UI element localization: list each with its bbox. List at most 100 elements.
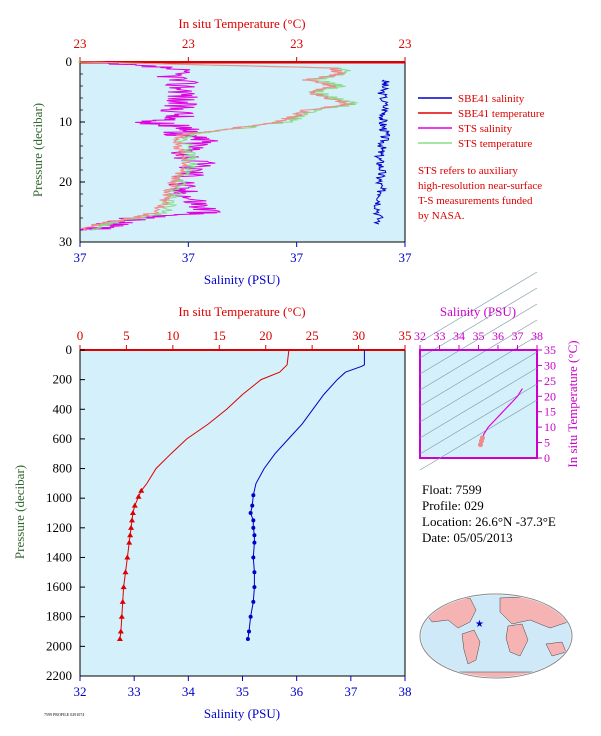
bottom-temp-axis-label: In situ Temperature (°C) <box>178 304 305 319</box>
salinity-marker <box>252 540 257 545</box>
bottom-pressure-tick-label: 2000 <box>46 638 72 653</box>
top-pressure-tick-label: 20 <box>59 174 72 189</box>
ts-plot-area <box>419 349 538 459</box>
ts-salinity-tick-label: 34 <box>453 329 465 343</box>
float-location-marker: ★ <box>475 619 484 630</box>
top-temp-axis-label: In situ Temperature (°C) <box>178 16 305 31</box>
top-plot-area <box>79 61 406 243</box>
ts-salinity-tick-label: 38 <box>531 329 543 343</box>
series-salinity <box>247 350 365 640</box>
top-temp-tick-label: 23 <box>182 36 195 51</box>
bottom-pressure-tick-label: 1000 <box>46 490 72 505</box>
bottom-temp-tick-label: 15 <box>213 328 226 343</box>
bottom-pressure-tick-label: 1200 <box>46 520 72 535</box>
density-contour <box>419 287 538 359</box>
note-line: STS refers to auxiliary <box>418 165 518 177</box>
bottom-temp-tick-label: 25 <box>306 328 319 343</box>
top-legend: SBE41 salinity SBE41 temperature STS salin… <box>418 93 545 150</box>
ts-salinity-tick-label: 35 <box>473 329 485 343</box>
temperature-marker <box>124 554 131 560</box>
top-temp-ticks: 23 23 23 23 <box>74 36 412 63</box>
bottom-temp-ticks: 0 5 10 15 20 25 30 35 <box>77 328 412 351</box>
series-sts-salinity <box>79 61 222 231</box>
density-contour <box>419 399 538 471</box>
temperature-marker <box>119 598 126 604</box>
series-sbe41-salinity <box>372 79 391 225</box>
bottom-pressure-tick-label: 1800 <box>46 609 72 624</box>
top-series <box>77 61 405 231</box>
density-contour <box>419 271 538 343</box>
ts-point <box>479 435 485 441</box>
top-pressure-ticks: 0 10 20 30 <box>59 54 85 249</box>
float-id: Float: 7599 <box>422 482 482 497</box>
bottom-temp-tick-label: 30 <box>352 328 365 343</box>
density-contour <box>419 367 538 439</box>
top-temp-tick-label: 23 <box>399 36 412 51</box>
ts-temp-tick-label: 15 <box>544 405 556 419</box>
bottom-pressure-tick-label: 0 <box>66 342 73 357</box>
ts-temp-tick-label: 0 <box>544 451 550 465</box>
temperature-marker <box>131 502 138 508</box>
footer-small-text: 7599 PROFILE 0291074 <box>44 712 84 717</box>
density-contour <box>419 335 538 407</box>
top-salinity-tick-label: 37 <box>290 250 304 265</box>
bottom-plot-area <box>79 349 406 677</box>
top-salinity-tick-label: 37 <box>182 250 196 265</box>
ts-temp-tick-label: 30 <box>544 358 556 372</box>
bottom-pressure-tick-label: 800 <box>53 461 73 476</box>
bottom-temp-tick-label: 0 <box>77 328 84 343</box>
ts-density-contours <box>419 271 538 471</box>
legend-label: SBE41 temperature <box>458 108 545 120</box>
profile-id: Profile: 029 <box>422 498 484 513</box>
temperature-marker <box>138 487 145 493</box>
legend-label: STS salinity <box>458 123 513 135</box>
temperature-marker <box>117 628 124 634</box>
series-sts-temperature-shade <box>82 61 354 231</box>
top-temp-tick-label: 23 <box>290 36 303 51</box>
note-line: by NASA. <box>418 210 465 222</box>
bottom-pressure-axis-label: Pressure (decibar) <box>12 465 27 559</box>
ts-temp-tick-label: 35 <box>544 343 556 357</box>
ts-temp-tick-label: 25 <box>544 374 556 388</box>
ts-temp-tick-label: 5 <box>544 436 550 450</box>
ts-temp-label: In situ Temperature (°C) <box>565 340 580 467</box>
density-contour <box>419 319 538 391</box>
bottom-salinity-tick-label: 38 <box>399 684 412 699</box>
bottom-salinity-tick-label: 34 <box>182 684 196 699</box>
bottom-salinity-axis-label: Salinity (PSU) <box>204 706 280 721</box>
world-map: ★ <box>419 593 573 679</box>
salinity-marker <box>247 629 251 634</box>
temperature-marker <box>129 517 135 523</box>
salinity-marker <box>252 570 257 575</box>
bottom-salinity-ticks: 32 33 34 35 36 37 38 <box>74 675 412 699</box>
bottom-pressure-tick-label: 600 <box>53 431 73 446</box>
salinity-marker <box>251 555 256 560</box>
bottom-temp-tick-label: 20 <box>259 328 272 343</box>
ts-series <box>477 388 523 448</box>
bottom-temp-tick-label: 10 <box>166 328 179 343</box>
density-contour <box>419 303 538 375</box>
bottom-pressure-ticks: 0 200 400 600 800 1000 1200 1400 1600 1800 2000 220… <box>46 342 85 683</box>
top-pressure-tick-label: 10 <box>59 114 72 129</box>
temperature-marker <box>122 569 129 575</box>
salinity-marker <box>245 636 250 641</box>
ts-salinity-tick-label: 33 <box>434 329 446 343</box>
top-pressure-tick-label: 30 <box>59 234 72 249</box>
top-salinity-axis-label: Salinity (PSU) <box>204 272 280 287</box>
temperature-marker <box>116 635 123 641</box>
bottom-salinity-tick-label: 36 <box>290 684 304 699</box>
temperature-marker <box>129 510 136 515</box>
ts-temp-tick-label: 10 <box>544 420 556 434</box>
bottom-pressure-tick-label: 1400 <box>46 549 72 564</box>
ts-salinity-label: Salinity (PSU) <box>440 304 516 319</box>
bottom-salinity-tick-label: 35 <box>236 684 249 699</box>
density-contour <box>419 351 538 423</box>
top-salinity-tick-label: 37 <box>399 250 413 265</box>
ts-salinity-tick-label: 32 <box>414 329 426 343</box>
note-line: T-S measurements funded <box>418 195 533 207</box>
temperature-marker <box>128 524 135 530</box>
top-salinity-tick-label: 37 <box>74 250 88 265</box>
salinity-marker <box>251 493 256 498</box>
temperature-marker <box>118 613 125 619</box>
salinity-marker <box>248 511 253 515</box>
